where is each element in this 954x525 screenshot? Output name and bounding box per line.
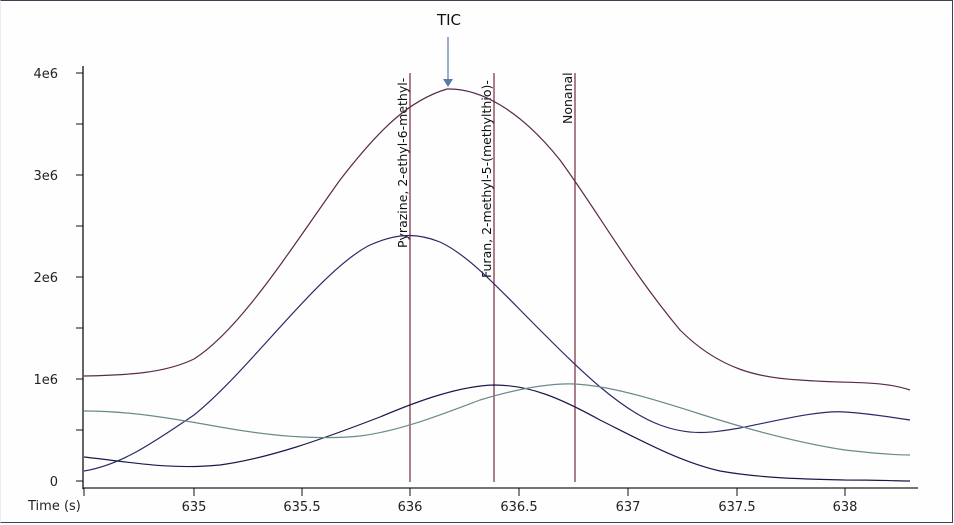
y-tick-label: 4e6 (33, 67, 58, 82)
x-ticks (83, 488, 846, 496)
y-tick-label: 1e6 (33, 373, 58, 388)
y-tick-labels: 0 1e6 2e6 3e6 4e6 (33, 67, 58, 490)
y-tick-label: 3e6 (33, 169, 58, 184)
tic-arrow-icon (443, 79, 453, 87)
x-tick-labels: 635 635.5 636 636.5 637 637.5 638 (182, 500, 858, 515)
peak-label-pyrazine: Pyrazine, 2-ethyl-6-methyl- (395, 78, 410, 248)
peak-label-nonanal: Nonanal (560, 72, 575, 124)
x-tick-label: 638 (833, 500, 858, 515)
y-tick-label: 0 (50, 475, 58, 490)
series-tic (83, 88, 911, 391)
series-pyrazine (83, 234, 911, 472)
series-furan (83, 384, 911, 482)
y-tick-label: 2e6 (33, 271, 58, 286)
series-nonanal (83, 383, 911, 456)
x-tick-label: 637 (616, 500, 641, 515)
peak-label-furan: Furan, 2-methyl-5-(methylthio)- (479, 80, 494, 278)
x-tick-label: 636.5 (500, 500, 537, 515)
x-tick-label: 635 (182, 500, 207, 515)
tic-title: TIC (436, 11, 461, 29)
x-axis-label: Time (s) (27, 499, 81, 514)
x-tick-label: 636 (398, 500, 423, 515)
x-tick-label: 637.5 (718, 500, 755, 515)
x-tick-label: 635.5 (283, 500, 320, 515)
y-ticks (76, 72, 83, 482)
